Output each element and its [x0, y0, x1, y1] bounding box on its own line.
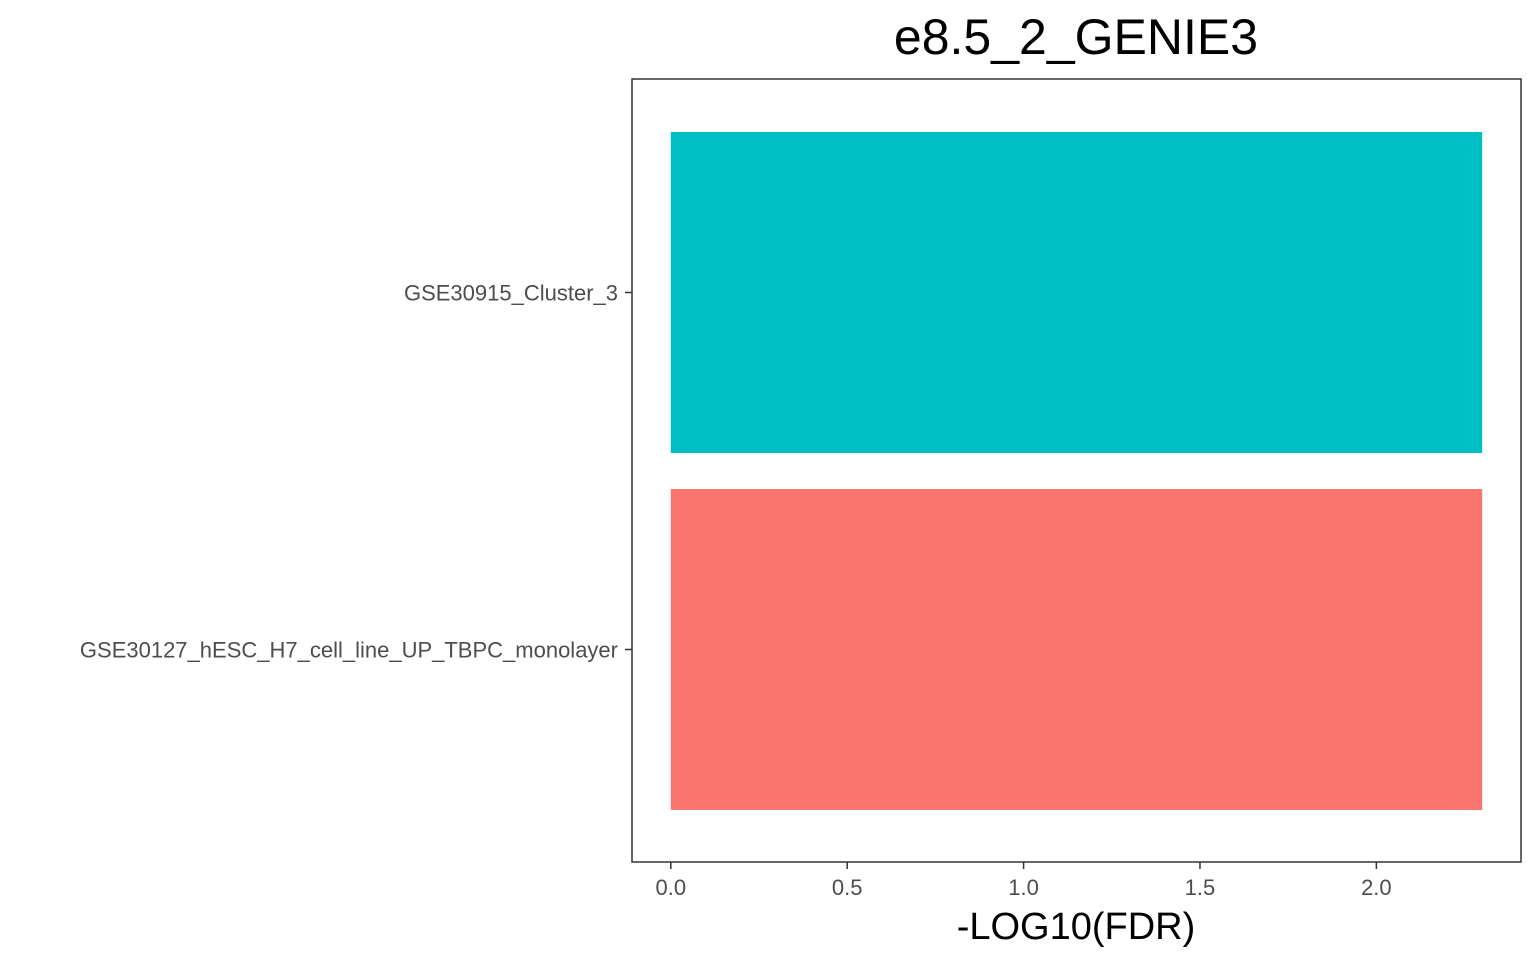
y-axis: GSE30127_hESC_H7_cell_line_UP_TBPC_monol… — [80, 281, 632, 663]
x-axis: 0.0 0.5 1.0 1.5 2.0 — [656, 862, 1392, 900]
x-axis-title: -LOG10(FDR) — [957, 906, 1196, 948]
y-tick-label: GSE30915_Cluster_3 — [404, 281, 618, 306]
bars-layer — [670, 132, 1483, 810]
x-tick-label: 1.5 — [1185, 875, 1216, 900]
x-tick-label: 1.0 — [1008, 875, 1039, 900]
x-tick-label: 0.5 — [832, 875, 863, 900]
x-tick-label: 0.0 — [656, 875, 687, 900]
bar-2 — [670, 132, 1483, 453]
y-tick-label: GSE30127_hESC_H7_cell_line_UP_TBPC_monol… — [80, 638, 618, 663]
x-tick-label: 2.0 — [1361, 875, 1392, 900]
bar-1 — [670, 489, 1483, 810]
chart-title: e8.5_2_GENIE3 — [894, 9, 1258, 65]
